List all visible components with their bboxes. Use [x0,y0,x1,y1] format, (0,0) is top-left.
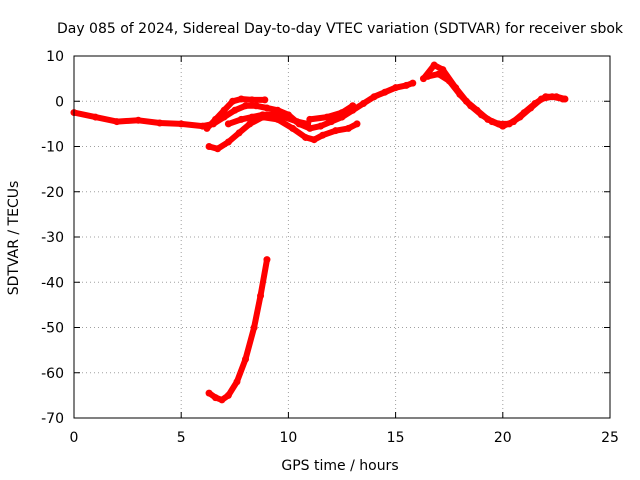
data-point [381,88,389,96]
y-tick-label: -10 [41,140,64,156]
y-tick-label: -40 [41,275,64,291]
data-point [231,106,239,114]
data-point [488,118,496,126]
data-point [246,120,254,128]
x-tick-label: 20 [494,430,512,446]
y-tick-label: -20 [41,185,64,201]
data-point [156,119,164,127]
data-point [235,129,243,137]
data-point [531,100,539,108]
data-point [220,106,228,114]
data-point [203,124,211,132]
data-point [263,104,271,112]
data-point [467,102,475,110]
y-tick-label: 10 [46,49,64,65]
data-point [332,127,340,135]
data-point [319,131,327,139]
data-point [91,113,99,121]
data-point [424,72,432,80]
data-point [327,118,335,126]
data-series [70,61,569,404]
series-line-main-band-e [306,102,356,123]
data-point [552,93,560,101]
data-point [248,113,256,121]
data-point [134,116,142,124]
x-axis-label: GPS time / hours [281,458,398,474]
data-point [306,115,314,123]
data-point [263,256,271,264]
chart-title: Day 085 of 2024, Sidereal Day-to-day VTE… [57,21,624,37]
data-point [205,389,213,397]
data-point [353,120,361,128]
data-point [409,79,417,87]
data-point [259,111,267,119]
data-point [205,143,213,150]
data-point [434,70,442,78]
y-tick-label: 0 [55,94,64,110]
data-point [224,138,232,146]
x-tick-label: 10 [279,430,297,446]
data-point [233,378,241,386]
data-point [269,111,277,119]
data-point [237,115,245,123]
x-tick-label: 0 [70,430,79,446]
data-point [392,84,400,92]
data-point [477,111,485,119]
data-point [310,136,318,144]
data-point [212,394,220,402]
data-point [293,118,301,126]
data-point [237,95,245,103]
data-point [224,120,232,128]
data-point [445,77,453,85]
data-point [274,106,282,114]
data-point [561,95,569,103]
data-point [242,355,250,363]
y-tick-label: -30 [41,230,64,246]
data-point [229,97,237,105]
data-point [250,324,258,331]
data-point [349,102,357,110]
data-point [499,122,507,130]
data-point [177,120,185,128]
data-point [113,118,121,126]
data-point [338,109,346,117]
x-tick-label: 25 [601,430,619,446]
data-point [212,115,220,123]
data-point [280,113,288,121]
y-tick-label: -50 [41,321,64,337]
x-tick-label: 5 [177,430,186,446]
data-point [302,133,310,141]
data-point [359,100,367,108]
data-point [248,96,256,104]
data-point [218,396,226,404]
y-tick-label: -70 [41,411,64,427]
data-point [214,145,222,153]
data-point [252,102,260,110]
y-tick-label: -60 [41,366,64,382]
data-point [289,124,297,132]
data-point [456,90,464,98]
data-point [542,93,550,101]
axis-ticks: 0 5 10 15 20 25 10 0 -10 -20 -30 -40 -50 -60 -70 [41,49,619,446]
data-point [344,124,352,132]
grid-lines [74,56,610,418]
data-point [317,122,325,130]
data-point [510,118,518,126]
data-point [242,102,250,110]
data-point [257,292,265,300]
data-point [224,391,232,399]
data-point [370,93,378,101]
data-point [520,109,528,117]
data-point [439,66,447,74]
data-point [261,96,269,104]
x-tick-label: 15 [387,430,405,446]
data-point [402,81,410,89]
data-point [323,113,331,121]
y-axis-label: SDTVAR / TECUs [6,181,22,296]
data-point [430,61,438,69]
